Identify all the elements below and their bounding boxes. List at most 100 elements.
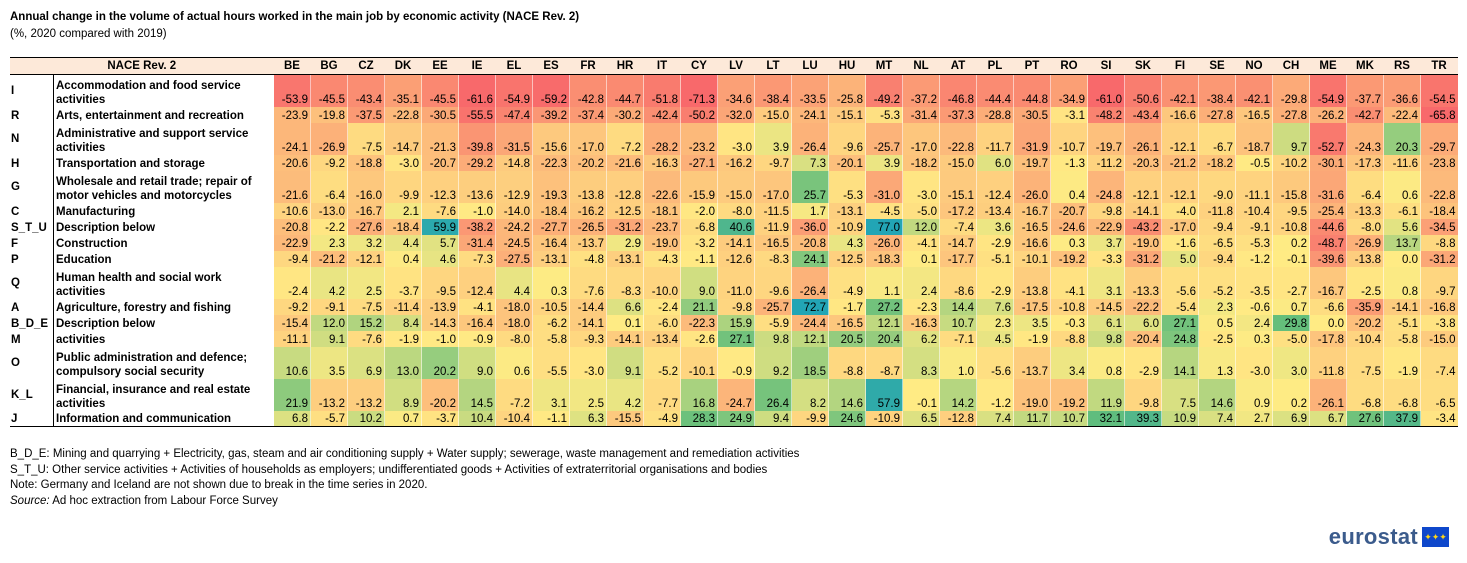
heatmap-cell: -22.3 [532, 154, 570, 171]
heatmap-cell: -16.7 [1013, 202, 1051, 219]
heatmap-cell: -8.0 [717, 202, 755, 219]
heatmap-cell: -71.3 [680, 74, 718, 107]
heatmap-cell: 0.3 [1050, 234, 1088, 251]
heatmap-cell: -10.2 [1272, 154, 1310, 171]
heatmap-cell: -45.5 [310, 74, 348, 107]
heatmap-cell: -13.8 [569, 170, 607, 203]
heatmap-cell: -1.2 [1235, 250, 1273, 267]
heatmap-cell: -4.0 [1161, 202, 1199, 219]
heatmap-cell: -14.8 [495, 154, 533, 171]
heatmap-cell: -9.1 [1235, 218, 1273, 235]
column-header-ie: IE [458, 57, 496, 75]
row-label: Agriculture, forestry and fishing [56, 301, 232, 314]
heatmap-cell: -5.1 [976, 250, 1014, 267]
column-header-se: SE [1198, 57, 1236, 75]
heatmap-cell: 0.8 [1087, 346, 1125, 379]
heatmap-cell: -7.7 [643, 378, 681, 411]
heatmap-cell: 0.7 [384, 410, 422, 427]
heatmap-cell: 14.2 [939, 378, 977, 411]
heatmap-cell: -19.2 [1050, 378, 1088, 411]
heatmap-cell: 2.5 [347, 266, 385, 299]
heatmap-cell: 0.9 [1235, 378, 1273, 411]
heatmap-cell: 13.7 [1383, 234, 1421, 251]
heatmap-cell: -61.6 [458, 74, 496, 107]
row-code: N [10, 122, 54, 155]
heatmap-cell: -11.6 [1383, 154, 1421, 171]
heatmap-cell: -5.7 [310, 410, 348, 427]
note-stu: S_T_U: Other service activities + Activi… [10, 463, 768, 476]
heatmap-cell: -0.9 [458, 330, 496, 347]
heatmap-cell: -28.2 [643, 122, 681, 155]
row-code: Q [10, 266, 54, 299]
heatmap-cell: -9.4 [1198, 250, 1236, 267]
heatmap-cell: 59.9 [421, 218, 459, 235]
heatmap-cell: -0.5 [1235, 154, 1273, 171]
heatmap-cell: -42.7 [1346, 106, 1384, 123]
heatmap-cell: -54.9 [495, 74, 533, 107]
row-label: Education [56, 253, 112, 266]
heatmap-cell: -16.2 [569, 202, 607, 219]
heatmap-cell: -6.0 [643, 314, 681, 331]
heatmap-cell: 3.2 [347, 234, 385, 251]
heatmap-cell: 0.0 [1383, 250, 1421, 267]
heatmap-cell: -38.4 [754, 74, 792, 107]
heatmap-cell: -50.2 [680, 106, 718, 123]
heatmap-cell: 20.2 [421, 346, 459, 379]
heatmap-cell: -26.0 [865, 234, 903, 251]
heatmap-cell: 28.3 [680, 410, 718, 427]
heatmap-cell: -7.2 [495, 378, 533, 411]
heatmap-cell: 4.5 [976, 330, 1014, 347]
heatmap-cell: 2.3 [1198, 298, 1236, 315]
heatmap-cell: 6.3 [569, 410, 607, 427]
heatmap-cell: -12.6 [717, 250, 755, 267]
table-row: I Accommodation and food service activiti… [10, 74, 1458, 107]
row-label: Administrative and support service activ… [56, 127, 249, 154]
heatmap-cell: -11.5 [754, 202, 792, 219]
heatmap-cell: -32.0 [717, 106, 755, 123]
heatmap-cell: -20.7 [421, 154, 459, 171]
heatmap-cell: -38.2 [458, 218, 496, 235]
heatmap-cell: -11.8 [1309, 346, 1347, 379]
heatmap-cell: 4.2 [310, 266, 348, 299]
heatmap-cell: -4.1 [902, 234, 940, 251]
column-header-fi: FI [1161, 57, 1199, 75]
heatmap-cell: -9.6 [828, 122, 866, 155]
heatmap-cell: -26.2 [1309, 106, 1347, 123]
heatmap-cell: -19.0 [643, 234, 681, 251]
heatmap-cell: -26.9 [1346, 234, 1384, 251]
heatmap-cell: -1.9 [384, 330, 422, 347]
heatmap-cell: 7.3 [791, 154, 829, 171]
table-row: Q Human health and social work activities… [10, 266, 1458, 299]
heatmap-cell: 10.7 [1050, 410, 1088, 427]
heatmap-cell: 25.7 [791, 170, 829, 203]
heatmap-cell: -16.6 [1161, 106, 1199, 123]
table-row: R Arts, entertainment and recreation -23.9… [10, 106, 1458, 123]
column-header-el: EL [495, 57, 533, 75]
heatmap-cell: -19.2 [1050, 250, 1088, 267]
heatmap-cell: -3.0 [1235, 346, 1273, 379]
column-header-hu: HU [828, 57, 866, 75]
heatmap-cell: -5.9 [754, 314, 792, 331]
heatmap-cell: -43.4 [1124, 106, 1162, 123]
heatmap-cell: -12.9 [495, 170, 533, 203]
heatmap-cell: -5.3 [1235, 234, 1273, 251]
heatmap-cell: 6.1 [1087, 314, 1125, 331]
heatmap-cell: 6.7 [1309, 410, 1347, 427]
heatmap-cell: -16.5 [1235, 106, 1273, 123]
heatmap-cell: -10.7 [1050, 122, 1088, 155]
heatmap-cell: 0.3 [532, 266, 570, 299]
heatmap-cell: -6.8 [1383, 378, 1421, 411]
heatmap-cell: -39.8 [458, 122, 496, 155]
heatmap-cell: -22.8 [939, 122, 977, 155]
column-header-cz: CZ [347, 57, 385, 75]
row-code: I [10, 74, 54, 107]
heatmap-cell: 9.2 [754, 346, 792, 379]
row-code: O [10, 346, 54, 379]
heatmap-cell: -13.0 [310, 202, 348, 219]
heatmap-cell: -37.5 [347, 106, 385, 123]
heatmap-cell: 0.2 [1272, 234, 1310, 251]
heatmap-cell: 14.1 [1161, 346, 1199, 379]
heatmap-cell: -31.0 [865, 170, 903, 203]
row-code: A [10, 298, 54, 315]
heatmap-cell: -31.5 [495, 122, 533, 155]
